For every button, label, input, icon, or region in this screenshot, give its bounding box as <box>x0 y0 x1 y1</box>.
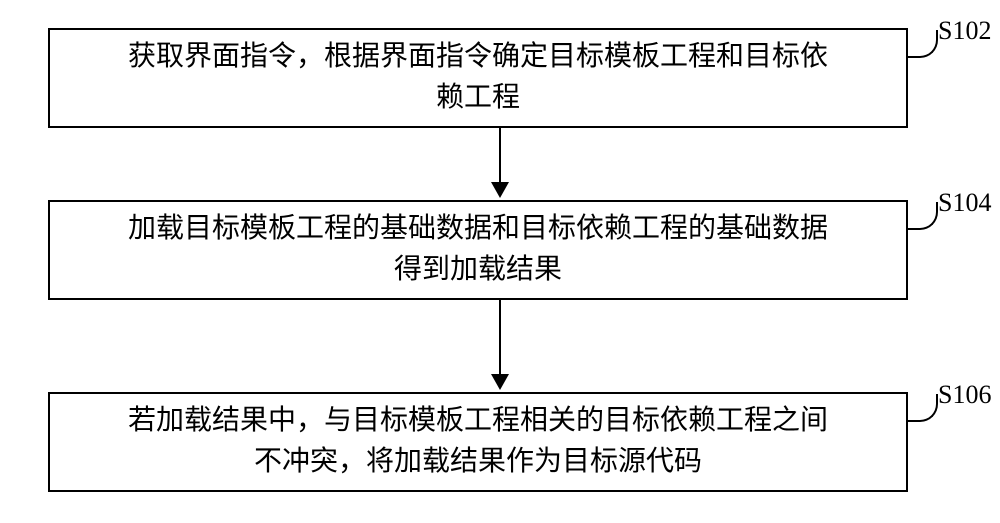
flow-node-s102-label: S102 <box>938 16 991 46</box>
flow-arrow-1-line <box>499 128 501 182</box>
flow-node-s106-label: S106 <box>938 380 991 410</box>
flow-arrow-1-head <box>491 182 509 198</box>
flow-arrow-2-head <box>491 374 509 390</box>
flow-node-s106: 若加载结果中，与目标模板工程相关的目标依赖工程之间 不冲突，将加载结果作为目标源… <box>48 392 908 492</box>
flow-node-s102-tick <box>908 30 938 58</box>
flow-node-s106-text: 若加载结果中，与目标模板工程相关的目标依赖工程之间 不冲突，将加载结果作为目标源… <box>128 401 828 482</box>
flow-node-s104: 加载目标模板工程的基础数据和目标依赖工程的基础数据 得到加载结果 <box>48 200 908 300</box>
flow-node-s102-text: 获取界面指令，根据界面指令确定目标模板工程和目标依 赖工程 <box>128 37 828 118</box>
flow-node-s102: 获取界面指令，根据界面指令确定目标模板工程和目标依 赖工程 <box>48 28 908 128</box>
flow-arrow-2-line <box>499 300 501 374</box>
flow-node-s104-text: 加载目标模板工程的基础数据和目标依赖工程的基础数据 得到加载结果 <box>128 209 828 290</box>
flow-node-s106-tick <box>908 394 938 422</box>
flow-node-s104-label: S104 <box>938 188 991 218</box>
flow-node-s104-tick <box>908 202 938 230</box>
flowchart-canvas: 获取界面指令，根据界面指令确定目标模板工程和目标依 赖工程 S102 加载目标模… <box>0 0 1000 523</box>
